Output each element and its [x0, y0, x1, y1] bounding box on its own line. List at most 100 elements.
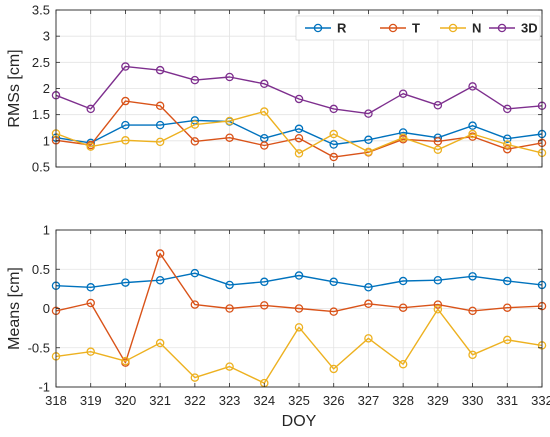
chart2-series-line-1 — [55, 272, 543, 288]
chart2-y-axis-label: Means [cm] — [6, 267, 23, 350]
chart1-data-point — [503, 140, 512, 149]
chart2-x-tick-label: 331 — [496, 393, 518, 408]
chart1-data-point — [86, 104, 95, 114]
chart1-data-point — [294, 133, 304, 143]
chart1-series-line-1 — [55, 119, 543, 146]
chart2-data-point — [503, 303, 512, 312]
chart2-y-tick-label: -0.5 — [28, 340, 50, 355]
chart1-legend-label-1: R — [337, 21, 347, 36]
chart1-legend-label-3: N — [472, 21, 481, 36]
chart1-y-axis-label: RMSs [cm] — [6, 49, 23, 127]
chart1-data-point — [121, 62, 130, 71]
chart1-legend-label-2: T — [412, 21, 420, 36]
chart1-data-point — [329, 129, 338, 139]
chart2-data-point — [433, 305, 443, 314]
chart2-data-point — [190, 300, 200, 309]
chart2-x-tick-label: 329 — [427, 393, 449, 408]
chart1-legend-marker-2 — [388, 23, 398, 33]
chart2-x-tick-label: 327 — [358, 393, 380, 408]
chart1-data-point — [503, 104, 512, 114]
chart2-data-point — [468, 306, 477, 316]
chart2-y-tick-label: 0.5 — [32, 262, 50, 277]
chart2-data-point — [294, 271, 304, 280]
chart2-data-point — [294, 304, 304, 313]
chart1-legend-marker-1 — [313, 23, 323, 33]
chart1-data-point — [294, 124, 304, 134]
chart2-x-tick-label: 325 — [288, 393, 310, 408]
chart2-data-point — [294, 323, 304, 332]
chart2-data-point — [121, 356, 130, 366]
chart2-data-point — [225, 304, 234, 313]
chart2-data-point — [433, 275, 443, 285]
chart1-legend-marker-3 — [448, 23, 458, 33]
chart2-data-point — [121, 278, 130, 287]
chart1-data-point — [155, 120, 165, 130]
chart1-data-point — [468, 132, 477, 141]
chart2-x-tick-label: 321 — [149, 393, 171, 408]
chart2-x-tick-label: 332 — [531, 393, 550, 408]
chart1-data-point — [225, 72, 234, 82]
chart2-data-point — [329, 277, 338, 287]
chart2-data-point — [86, 347, 95, 356]
chart1-legend-marker-4 — [497, 23, 507, 33]
chart2-data-point — [225, 280, 234, 290]
chart1-data-point — [468, 121, 477, 130]
chart2-x-tick-label: 330 — [462, 393, 484, 408]
chart2-x-tick-label: 328 — [392, 393, 414, 408]
chart1-series-line-4 — [55, 65, 543, 115]
chart2-data-point — [86, 283, 95, 292]
chart2-y-tick-label: -1 — [38, 380, 50, 395]
chart1-data-point — [398, 133, 408, 142]
chart1-legend-label-4: 3D — [521, 21, 538, 36]
chart1-y-tick-label: 3 — [43, 29, 50, 44]
chart1-data-point — [468, 82, 477, 91]
chart1-data-point — [121, 96, 130, 106]
chart2-data-point — [225, 362, 234, 371]
chart1-data-point — [433, 100, 443, 110]
chart1-data-point — [86, 142, 95, 151]
chart1-data-point — [260, 141, 269, 150]
chart2-x-axis-label: DOY — [282, 413, 317, 430]
chart2-data-point — [190, 373, 200, 382]
chart2-data-point — [433, 300, 443, 309]
chart2-y-tick-label: 1 — [43, 223, 50, 238]
chart1-data-point — [121, 120, 130, 130]
chart2-data-point — [398, 359, 408, 369]
chart2-data-point — [364, 334, 373, 343]
chart2-data-point — [503, 335, 512, 345]
chart2-data-point — [155, 249, 165, 258]
chart1-data-point — [121, 136, 130, 145]
chart1-y-tick-label: 0.5 — [32, 160, 50, 175]
chart2-data-point — [398, 303, 408, 312]
chart1-data-point — [294, 94, 304, 104]
chart2-series-line-2 — [55, 252, 543, 364]
chart1-y-tick-label: 2 — [43, 81, 50, 96]
chart1-y-tick-label: 1.5 — [32, 107, 50, 122]
chart2-data-point — [503, 276, 512, 286]
chart1-data-point — [433, 145, 443, 154]
chart1-data-point — [468, 129, 477, 139]
chart2-x-tick-label: 323 — [219, 393, 241, 408]
chart2-data-point — [329, 364, 338, 374]
chart2-x-tick-label: 318 — [45, 393, 67, 408]
chart1-y-tick-label: 1 — [43, 133, 50, 148]
chart1-data-point — [364, 135, 373, 145]
chart1-data-point — [398, 89, 408, 98]
chart2-data-point — [364, 283, 373, 292]
chart1-data-point — [155, 65, 165, 75]
chart1-series-line-2 — [55, 100, 543, 158]
chart2-data-point — [190, 268, 200, 278]
chart1-y-tick-label: 2.5 — [32, 55, 50, 70]
chart1-data-point — [329, 104, 338, 114]
chart1-data-point — [329, 140, 338, 149]
chart2-data-point — [260, 277, 269, 287]
chart1-data-point — [260, 133, 269, 143]
chart1-data-point — [503, 134, 512, 143]
chart2-y-tick-label: 0 — [43, 301, 50, 316]
chart1-series-line-3 — [55, 110, 543, 155]
chart1-data-point — [155, 137, 165, 147]
chart2-x-tick-label: 326 — [323, 393, 345, 408]
chart1-data-point — [433, 137, 443, 146]
chart2-data-point — [329, 307, 338, 316]
